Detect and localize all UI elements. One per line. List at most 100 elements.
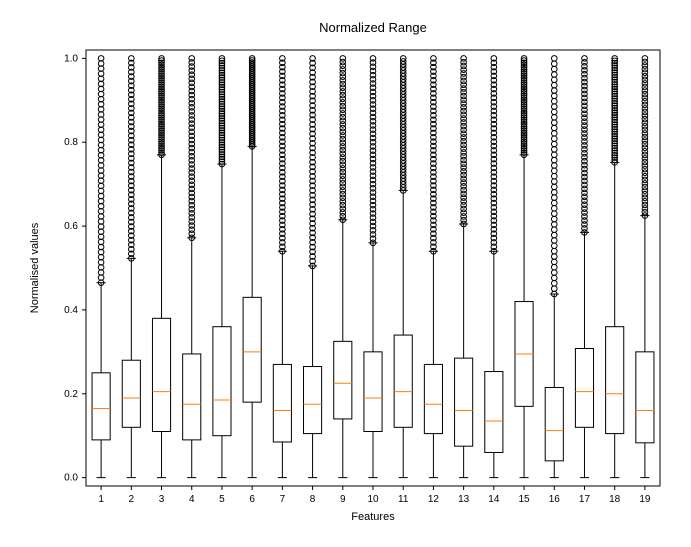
outlier-marker [551,179,557,185]
outlier-marker [551,125,557,131]
outlier-marker [551,259,557,265]
outlier-marker [551,147,557,153]
box-rect [455,358,473,446]
box-rect [606,327,624,434]
y-axis-label: Normalised values [29,222,41,313]
box-group [213,56,231,478]
outlier-marker [551,238,557,244]
ytick-label: 0.8 [64,137,78,148]
outlier-marker [551,206,557,212]
xtick-label: 7 [280,494,286,505]
outlier-marker [551,104,557,110]
box-group [364,56,382,478]
box-rect [304,367,322,434]
outlier-marker [551,152,557,158]
ytick-label: 0.0 [64,473,78,484]
xtick-label: 4 [189,494,195,505]
outlier-marker [551,280,557,286]
outlier-marker [551,168,557,174]
outlier-marker [551,93,557,99]
outlier-marker [551,286,557,292]
outlier-marker [551,216,557,222]
box-group [273,56,291,478]
outlier-marker [551,72,557,78]
outlier-marker [551,173,557,179]
box-rect [273,364,291,442]
box-group [606,56,624,478]
box-rect [334,341,352,419]
outlier-marker [551,56,557,62]
box-rect [122,360,140,427]
xtick-label: 17 [579,494,591,505]
outlier-marker [551,66,557,72]
outlier-marker [551,131,557,137]
ytick-label: 1.0 [64,53,78,64]
xtick-label: 6 [249,494,255,505]
box-rect [545,387,563,460]
box-rect [152,318,170,431]
outlier-marker [551,109,557,115]
box-rect [394,335,412,427]
outlier-marker [551,270,557,276]
xtick-label: 11 [398,494,409,505]
xtick-label: 14 [488,494,500,505]
outlier-marker [551,157,557,163]
xtick-label: 3 [159,494,165,505]
xtick-label: 19 [639,494,651,505]
outlier-marker [551,120,557,126]
xtick-label: 10 [367,494,379,505]
box-group [394,56,412,478]
box-group [424,56,442,478]
outlier-marker [551,264,557,270]
box-rect [213,327,231,436]
box-group [334,56,352,478]
outlier-marker [551,200,557,206]
outlier-marker [551,227,557,233]
outlier-marker [551,248,557,254]
box-rect [575,348,593,427]
xtick-label: 18 [609,494,621,505]
outlier-marker [551,61,557,67]
ytick-label: 0.6 [64,221,78,232]
box-rect [485,372,503,453]
box-group [92,56,110,478]
box-group [636,56,654,478]
xtick-label: 5 [219,494,225,505]
box-group [545,56,563,478]
outlier-marker [551,222,557,228]
box-group [183,56,201,478]
box-group [575,56,593,478]
outlier-marker [551,232,557,238]
outlier-marker [551,195,557,201]
chart-title: Normalized Range [319,20,427,35]
outlier-marker [551,184,557,190]
outlier-marker [551,243,557,249]
box-rect [364,352,382,432]
box-group [152,56,170,478]
box-rect [243,297,261,402]
outlier-marker [189,56,195,62]
ytick-label: 0.4 [64,305,78,316]
box-group [243,56,261,478]
outlier-marker [461,56,467,62]
box-group [455,56,473,478]
box-rect [636,352,654,443]
box-rect [183,354,201,440]
xtick-label: 9 [340,494,346,505]
xtick-label: 13 [458,494,470,505]
xtick-label: 1 [98,494,104,505]
outlier-marker [340,56,346,62]
xtick-label: 2 [129,494,135,505]
outlier-marker [370,56,376,62]
outlier-marker [551,211,557,217]
outlier-marker [551,98,557,104]
outlier-marker [551,82,557,88]
boxplot-chart: 0.00.20.40.60.81.01234567891011121314151… [0,0,691,547]
outlier-marker [551,275,557,281]
box-group [515,56,533,478]
outlier-marker [551,189,557,195]
outlier-marker [551,141,557,147]
box-rect [424,364,442,433]
chart-svg: 0.00.20.40.60.81.01234567891011121314151… [0,0,691,547]
xtick-label: 8 [310,494,316,505]
